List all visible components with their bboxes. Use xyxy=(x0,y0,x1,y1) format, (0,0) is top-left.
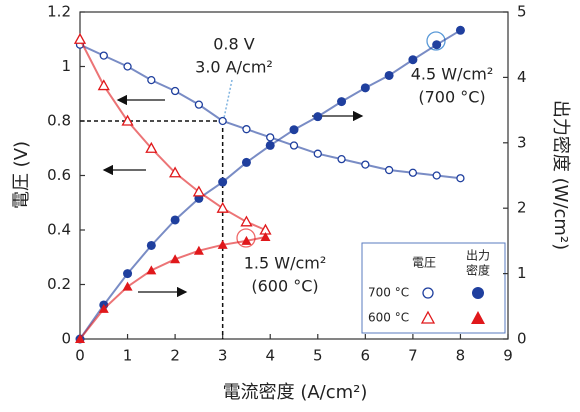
x-tick-label: 4 xyxy=(265,347,275,365)
y-tick-label: 0.4 xyxy=(47,221,71,239)
annotation: 4.5 W/cm² xyxy=(411,65,494,84)
point xyxy=(384,70,394,80)
point xyxy=(169,166,182,178)
point xyxy=(384,165,394,175)
point xyxy=(97,79,110,91)
point xyxy=(408,55,418,65)
point xyxy=(313,112,323,122)
legend-label: 600 °C xyxy=(368,311,409,325)
point xyxy=(99,51,108,60)
annotation: (700 °C) xyxy=(418,88,485,107)
point xyxy=(170,86,180,96)
y2-tick-label: 0 xyxy=(517,330,527,348)
point xyxy=(241,157,251,167)
x-tick-label: 7 xyxy=(408,347,418,365)
point xyxy=(432,171,441,180)
x-tick-label: 2 xyxy=(170,347,180,365)
point xyxy=(241,235,252,245)
y-tick-label: 0.8 xyxy=(47,112,71,130)
legend-header: 電圧 xyxy=(412,256,436,270)
x-tick-label: 0 xyxy=(75,347,85,365)
point xyxy=(194,100,204,109)
point xyxy=(123,62,132,71)
point xyxy=(260,231,271,241)
point xyxy=(216,201,229,213)
highlight xyxy=(236,228,256,248)
x-axis-title: 電流密度 (A/cm²) xyxy=(223,382,368,403)
point xyxy=(242,125,251,134)
point xyxy=(266,133,275,142)
annotation: 3.0 A/cm² xyxy=(195,58,273,77)
point xyxy=(337,154,346,164)
point xyxy=(217,239,228,249)
annotation: 1.5 W/cm² xyxy=(244,254,327,273)
legend-markers xyxy=(420,287,485,324)
point xyxy=(192,185,205,197)
point xyxy=(240,215,253,227)
series-line xyxy=(79,235,266,340)
y-tick-label: 0.6 xyxy=(47,166,71,184)
point xyxy=(456,174,465,183)
y-tick-label: 1.2 xyxy=(47,3,71,21)
y2-tick-label: 5 xyxy=(517,3,527,21)
point xyxy=(289,125,299,135)
y-axis-title: 電圧 (V) xyxy=(11,141,32,209)
point xyxy=(73,32,87,44)
point xyxy=(337,97,347,107)
legend-header: 密度 xyxy=(466,263,490,278)
point xyxy=(147,75,156,85)
point xyxy=(170,215,180,225)
point xyxy=(123,269,133,279)
x-tick-label: 9 xyxy=(503,347,513,365)
x-tick-label: 8 xyxy=(456,347,466,365)
y-tick-label: 0 xyxy=(61,330,71,348)
point xyxy=(98,303,109,313)
point xyxy=(146,240,156,250)
pointer xyxy=(223,79,233,119)
y2-tick-label: 2 xyxy=(517,199,527,217)
y-tick-label: 1 xyxy=(61,57,71,75)
highlight xyxy=(426,31,446,51)
point xyxy=(361,160,370,169)
x-tick-label: 1 xyxy=(123,347,133,365)
point xyxy=(122,281,133,291)
point xyxy=(193,245,204,255)
point xyxy=(170,254,181,264)
point xyxy=(289,141,299,150)
y2-tick-label: 4 xyxy=(517,68,527,86)
point xyxy=(146,265,157,275)
y2-tick-label: 3 xyxy=(517,133,527,151)
legend-header: 出力 xyxy=(466,249,490,263)
point xyxy=(432,40,442,50)
annotation: (600 °C) xyxy=(251,277,318,296)
x-tick-label: 3 xyxy=(218,347,228,365)
point xyxy=(75,334,85,343)
annotation: 0.8 V xyxy=(213,35,255,54)
x-tick-label: 5 xyxy=(313,347,323,365)
point xyxy=(218,116,227,126)
point xyxy=(121,114,134,126)
y2-tick-label: 1 xyxy=(517,264,527,282)
point xyxy=(408,168,418,177)
point xyxy=(313,149,322,158)
point xyxy=(145,141,158,153)
point xyxy=(455,25,465,35)
x-tick-label: 6 xyxy=(361,347,371,365)
point xyxy=(265,140,275,150)
legend-label: 700 °C xyxy=(368,286,409,300)
point xyxy=(218,177,228,187)
y2-axis-title: 出力密度 (W/cm²) xyxy=(550,100,571,250)
point xyxy=(360,83,370,93)
y-tick-label: 0.2 xyxy=(47,275,71,293)
